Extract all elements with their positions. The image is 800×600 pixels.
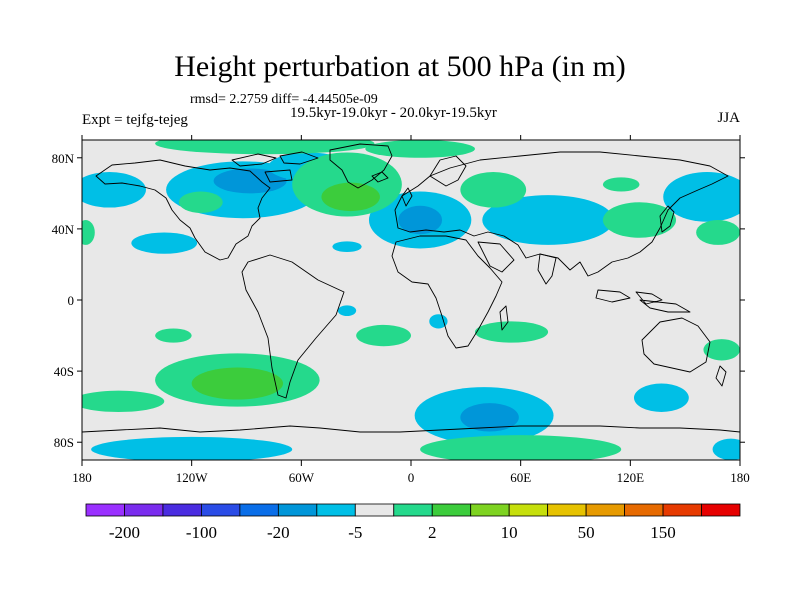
anomaly-region (332, 241, 362, 253)
anomaly-fields (82, 140, 740, 460)
season-label: JJA (717, 110, 740, 126)
anomaly-region (460, 172, 527, 208)
x-tick-label: 180 (730, 470, 750, 485)
y-tick-label: 40S (54, 364, 74, 379)
coast-arctic-islands (231, 151, 319, 183)
colorbar-swatch (662, 503, 702, 517)
anomaly-region (356, 324, 412, 347)
colorbar-label: 50 (578, 523, 595, 542)
colorbar-swatch (239, 503, 279, 517)
coast-iceland (371, 171, 389, 183)
x-axis-ticks: 180 120W 60W 0 60E 120E 180 (72, 135, 750, 485)
colorbar-swatch (701, 503, 741, 517)
anomaly-region (602, 177, 640, 192)
anomaly-region (663, 172, 740, 222)
y-tick-label: 0 (68, 293, 75, 308)
colorbar-swatch (354, 503, 395, 517)
coast-scandinavia (429, 155, 467, 187)
x-tick-label: 60E (510, 470, 531, 485)
anomaly-region (460, 403, 519, 432)
anomaly-region (82, 390, 165, 412)
x-tick-label: 0 (408, 470, 415, 485)
experiment-label: Expt = tejfg-tejeg (82, 112, 188, 128)
colorbar-label: -200 (109, 523, 140, 542)
anomaly-region (155, 140, 375, 155)
anomaly-region (155, 328, 192, 343)
coast-north-america (95, 159, 271, 261)
anomaly-region (191, 367, 284, 400)
colorbar-label: -100 (186, 523, 217, 542)
anomaly-region (398, 205, 443, 235)
colorbar-swatch (431, 503, 472, 517)
colorbar-swatch (393, 503, 433, 517)
colorbar-swatch (585, 503, 625, 517)
colorbar-label: 150 (650, 523, 676, 542)
colorbar-swatch (277, 503, 318, 517)
anomaly-region (82, 172, 146, 208)
y-axis-ticks: 80N 40N 0 40S 80S (52, 151, 745, 450)
anomaly-region (633, 383, 689, 412)
coast-africa (391, 235, 503, 349)
anomaly-region (703, 339, 740, 361)
anomaly-region (178, 191, 223, 213)
coast-arabia (477, 241, 515, 273)
x-tick-label: 120E (617, 470, 645, 485)
map-title: Height perturbation at 500 hPa (in m) (174, 50, 626, 83)
anomaly-region (482, 195, 614, 245)
coast-greenland (329, 143, 393, 189)
colorbar-swatch (470, 503, 510, 517)
anomaly-region (321, 182, 380, 212)
coast-south-america (241, 254, 345, 399)
coast-madagascar (499, 305, 509, 331)
coast-india (537, 253, 557, 285)
coast-australia (641, 317, 711, 373)
x-tick-label: 60W (289, 470, 315, 485)
x-tick-label: 180 (72, 470, 92, 485)
coast-indonesia (595, 289, 691, 313)
colorbar-swatch (547, 503, 587, 517)
colorbar-swatch (124, 503, 164, 517)
coast-eurasia (394, 151, 729, 277)
coast-antarctica (82, 425, 740, 433)
x-tick-label: 120W (176, 470, 209, 485)
coast-new-zealand (715, 365, 727, 387)
anomaly-region (82, 220, 95, 245)
stats-label: rmsd= 2.2759 diff= -4.44505e-09 (190, 92, 378, 107)
colorbar-swatch (624, 503, 664, 517)
y-tick-label: 40N (52, 222, 75, 237)
anomaly-region (420, 435, 622, 460)
colorbar-swatch (162, 503, 202, 517)
anomaly-region (474, 321, 549, 343)
anomaly-region (337, 305, 357, 316)
colorbar-label: -20 (267, 523, 290, 542)
periods-label: 19.5kyr-19.0kyr - 20.0kyr-19.5kyr (290, 105, 497, 121)
colorbar-swatch (201, 503, 241, 517)
colorbar: -200 -100 -20 -5 2 10 50 150 (85, 503, 741, 542)
coastlines (82, 143, 740, 433)
anomaly-region (91, 436, 293, 460)
y-tick-label: 80N (52, 151, 75, 166)
colorbar-label: 10 (501, 523, 518, 542)
coast-uk (401, 187, 413, 207)
colorbar-label: -5 (348, 523, 362, 542)
anomaly-region (131, 232, 198, 254)
colorbar-swatch (316, 503, 356, 517)
anomaly-region (712, 438, 740, 460)
colorbar-label: 2 (428, 523, 437, 542)
y-tick-label: 80S (54, 435, 74, 450)
anomaly-region (365, 140, 475, 158)
anomaly-region (696, 220, 740, 245)
colorbar-swatch (85, 503, 125, 517)
colorbar-swatch (508, 503, 549, 517)
coast-japan (659, 205, 675, 233)
anomaly-region (602, 202, 677, 238)
